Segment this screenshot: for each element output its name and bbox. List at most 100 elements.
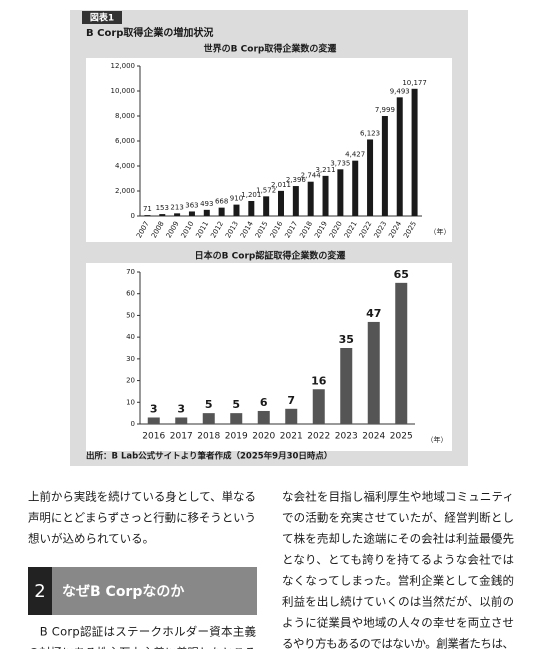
data-label: 3,735 [330,159,350,167]
x-unit: （年） [430,227,451,236]
x-tick-label: 2022 [307,432,330,442]
bar [144,215,151,216]
data-label: 71 [143,205,152,213]
body-text-line: となり、とても誇りを持てるような会社では [282,553,514,567]
x-tick-label: 2016 [142,432,165,442]
bar [322,175,329,216]
y-tick-label: 8,000 [115,112,135,120]
y-tick-label: 6,000 [115,137,135,145]
bar [285,408,298,424]
bar [411,88,418,216]
figure-source: 出所：B Lab公式サイトより筆者作成（2025年9月30日時点） [86,451,332,462]
bar [218,207,225,216]
data-label: 6,123 [360,129,380,137]
y-tick-label: 50 [126,311,135,319]
bar [395,282,408,424]
data-label: 2,011 [271,181,291,189]
bar [147,417,160,424]
bar [396,97,403,216]
section-number-box [28,567,52,615]
data-label: 1,201 [241,191,261,199]
bar [312,389,325,424]
bar [159,214,166,216]
x-tick-label: 2023 [335,432,358,442]
y-tick-label: 12,000 [111,62,136,70]
data-label: 10,177 [402,79,427,87]
y-tick-label: 20 [126,377,135,385]
bar [248,200,255,216]
data-label: 5 [205,398,213,411]
data-label: 1,572 [256,186,276,194]
x-tick-label: 2017 [170,432,193,442]
x-tick-label: 2018 [197,432,220,442]
section-title-box [52,567,257,615]
y-tick-label: 60 [126,290,135,298]
data-label: 213 [170,203,183,211]
data-label: 910 [230,195,243,203]
x-tick-label: 2021 [280,432,303,442]
y-tick-label: 0 [131,420,135,428]
bar [203,209,210,216]
figure-label-box [82,11,122,24]
bar [263,196,270,216]
bar [278,190,284,216]
chart-title: 世界のB Corp取得企業数の変遷 [204,43,337,55]
x-tick-label: 2020 [252,432,275,442]
x-tick-label: 2025 [390,432,413,442]
data-label: 4,427 [345,151,365,159]
bar [381,116,388,216]
data-label: 3 [177,402,185,415]
bar [367,321,380,424]
bar [233,204,240,216]
figure-label: 図表1 [90,12,114,24]
data-label: 6 [260,396,268,409]
body-text-line: 上前から実践を続けている身として、単なる [28,490,256,504]
data-label: 5 [232,398,240,411]
body-text-line: 声明にとどまらずさっと行動に移そうという [28,511,256,525]
y-tick-label: 40 [126,333,135,341]
data-label: 65 [394,268,409,281]
bar [337,169,344,216]
bar [230,413,243,424]
figure-title: B Corp取得企業の増加状況 [86,26,213,39]
y-tick-label: 2,000 [115,187,135,195]
data-label: 668 [215,198,228,206]
y-tick-label: 10,000 [111,87,136,95]
data-label: 9,493 [390,87,410,95]
body-text-line: ように従業員や地域の人々の幸せを両立させ [282,616,514,630]
bar [352,160,359,216]
bar [188,211,195,216]
y-tick-label: 30 [126,355,135,363]
data-label: 363 [185,201,198,209]
body-text-line: 想いが込められている。 [28,532,154,546]
bar [292,186,299,216]
body-text-line: 利益を出し続けていくのは当然だが、以前の [282,595,514,609]
x-tick-label: 2024 [362,432,385,442]
x-unit: （年） [427,435,448,444]
data-label: 7 [287,394,295,407]
data-label: 35 [339,333,354,346]
body-text-line: での活動を充実させていたが、経営判断とし [282,511,514,525]
y-tick-label: 10 [126,398,135,406]
bar [257,410,270,424]
body-text-line: て株を売却した途端にその会社は利益最優先 [282,532,514,546]
body-text-line: な会社を目指し福利厚生や地域コミュニティ [282,490,514,504]
body-text-line: なくなってしまった。営利企業として金銭的 [282,574,514,588]
chart-title: 日本のB Corp認証取得企業数の変遷 [195,250,346,262]
bar [174,213,181,216]
data-label: 47 [366,307,381,320]
y-tick-label: 70 [126,268,135,276]
bar [175,417,188,424]
body-text-line: の対極にある株主至上主義に着眼したところ [28,646,256,649]
data-label: 2,396 [286,176,307,184]
section-number: 2 [34,581,45,602]
bar [340,348,353,424]
x-tick-label: 2019 [225,432,248,442]
section-title: なぜB Corpなのか [62,584,184,600]
data-label: 493 [200,200,213,208]
body-text-line: B Corp認証はステークホルダー資本主義 [28,625,257,639]
data-label: 3 [150,402,158,415]
data-label: 16 [311,374,327,387]
bar [307,181,314,216]
